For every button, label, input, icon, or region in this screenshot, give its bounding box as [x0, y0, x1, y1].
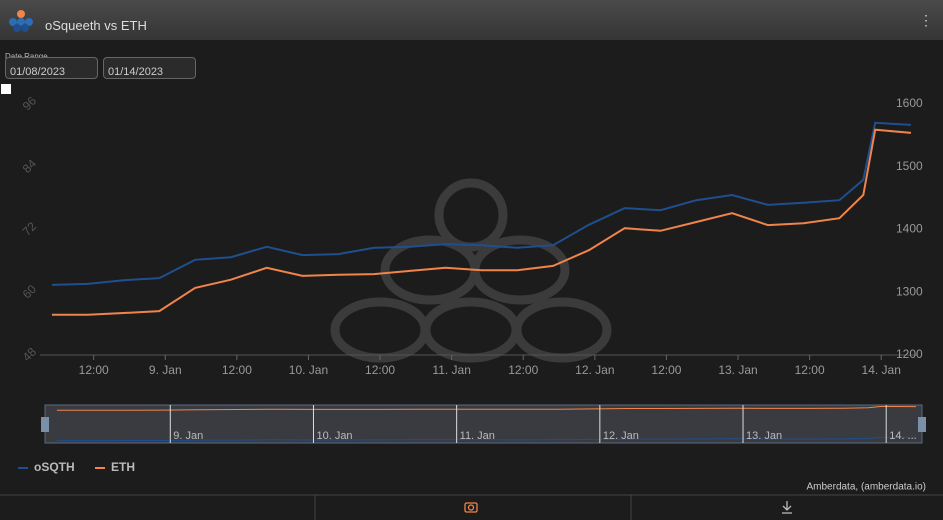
- y-tick-label: 96: [20, 94, 40, 114]
- y2-tick-label: 1300: [896, 284, 923, 298]
- credit: Amberdata, (amberdata.io): [806, 482, 926, 493]
- logo: [9, 10, 33, 32]
- checkbox[interactable]: [1, 84, 11, 94]
- y2-tick-label: 1400: [896, 222, 923, 236]
- y2-tick-label: 1500: [896, 159, 923, 173]
- series-line: [51, 128, 912, 316]
- watermark: [330, 178, 612, 363]
- y-tick-label: 48: [20, 345, 40, 365]
- navigator-line: [56, 436, 916, 442]
- download-button[interactable]: [782, 501, 792, 514]
- date-range-label: Date Range: [5, 52, 48, 61]
- legend-label[interactable]: ETH: [111, 460, 135, 474]
- navigator-line: [56, 405, 917, 411]
- x-tick-label: 13. Jan: [718, 363, 757, 377]
- navigator-label: 11. Jan: [460, 430, 495, 442]
- navigator-handle[interactable]: [41, 417, 49, 432]
- x-tick-label: 9. Jan: [149, 363, 182, 377]
- title: oSqueeth vs ETH: [45, 18, 147, 33]
- x-tick-label: 14. Jan: [862, 363, 901, 377]
- x-tick-label: 12:00: [795, 363, 825, 377]
- legend-label[interactable]: oSQTH: [34, 460, 75, 474]
- y-tick-label: 72: [20, 219, 40, 239]
- menu-button[interactable]: ⋮: [919, 12, 933, 28]
- x-tick-label: 12:00: [508, 363, 538, 377]
- x-tick-label: 12:00: [651, 363, 681, 377]
- y-tick-label: 84: [20, 156, 40, 176]
- camera-button[interactable]: [464, 502, 478, 513]
- y2-tick-label: 1200: [896, 347, 923, 361]
- x-tick-label: 12:00: [222, 363, 252, 377]
- x-tick-label: 12:00: [365, 363, 395, 377]
- navigator-label: 12. Jan: [603, 430, 639, 442]
- navigator-label: 13. Jan: [746, 430, 782, 442]
- navigator-handle[interactable]: [918, 417, 926, 432]
- navigator-label: 14. ...: [889, 430, 917, 442]
- y-tick-label: 60: [20, 282, 40, 302]
- x-tick-label: 11. Jan: [432, 363, 470, 377]
- navigator-label: 10. Jan: [316, 430, 352, 442]
- x-tick-label: 10. Jan: [289, 363, 328, 377]
- date-to[interactable]: 01/14/2023: [103, 57, 196, 79]
- header: oSqueeth vs ETH ⋮: [0, 0, 943, 40]
- x-tick-label: 12:00: [79, 363, 109, 377]
- navigator-label: 9. Jan: [173, 430, 203, 442]
- y2-tick-label: 1600: [896, 96, 923, 110]
- series-line: [51, 121, 912, 286]
- date-from[interactable]: 01/08/2023: [5, 57, 98, 79]
- x-tick-label: 12. Jan: [575, 363, 614, 377]
